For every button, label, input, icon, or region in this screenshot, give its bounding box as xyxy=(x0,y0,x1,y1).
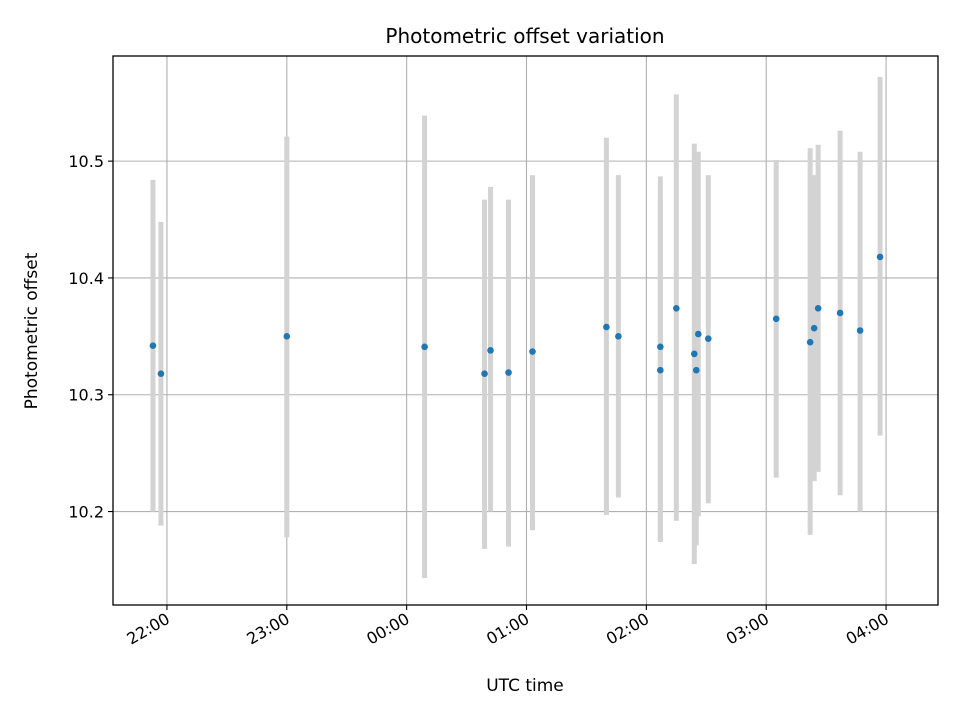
y-tick-label: 10.5 xyxy=(68,152,104,171)
data-point xyxy=(806,338,814,346)
data-point xyxy=(505,369,512,376)
data-points xyxy=(149,253,884,378)
y-axis-ticks: 10.2 10.3 10.4 10.5 xyxy=(68,152,113,522)
data-point xyxy=(283,333,291,340)
x-axis-label: UTC time xyxy=(486,676,564,696)
y-tick-label: 10.4 xyxy=(68,269,104,288)
data-point xyxy=(673,305,680,312)
data-point xyxy=(615,333,622,340)
data-point xyxy=(814,305,822,312)
y-tick-label: 10.3 xyxy=(68,386,104,405)
data-point xyxy=(690,350,698,358)
data-point xyxy=(421,343,428,351)
data-point xyxy=(692,366,700,374)
data-point xyxy=(487,347,494,354)
data-point xyxy=(481,370,488,378)
data-point xyxy=(694,330,702,338)
data-point xyxy=(603,323,610,331)
data-point xyxy=(876,253,884,261)
data-point xyxy=(529,348,536,355)
data-point xyxy=(657,343,664,351)
data-point xyxy=(856,327,864,334)
data-point xyxy=(149,342,157,349)
plot-frame xyxy=(112,55,939,606)
chart-title: Photometric offset variation xyxy=(385,24,664,48)
y-axis-label: Photometric offset xyxy=(22,252,42,409)
y-tick-label: 10.2 xyxy=(68,503,104,522)
data-point xyxy=(704,335,712,342)
data-point xyxy=(657,366,664,374)
data-point xyxy=(157,370,165,378)
data-point xyxy=(772,315,780,323)
data-point xyxy=(810,324,818,332)
data-point xyxy=(836,309,844,317)
